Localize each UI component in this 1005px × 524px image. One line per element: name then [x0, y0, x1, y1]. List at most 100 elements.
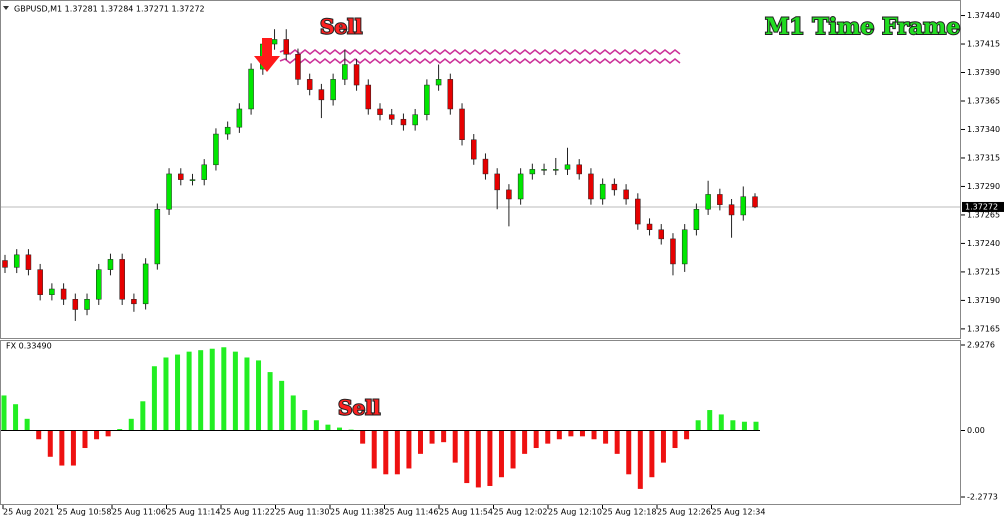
candle-body: [447, 79, 454, 110]
candle-body: [330, 79, 336, 101]
current-price-label: 1.37272: [965, 202, 998, 211]
y-tick-label: 1.37365: [967, 96, 1000, 105]
candle-body: [213, 133, 219, 166]
candle-body: [189, 179, 196, 181]
y-tick-label: 1.37265: [967, 210, 1000, 219]
histogram-bar: [649, 430, 655, 478]
candle-body: [740, 196, 747, 216]
candle-body: [482, 158, 489, 175]
histogram-bar: [718, 414, 724, 431]
histogram-bar: [660, 430, 666, 463]
y-tick-label: 1.37240: [967, 239, 1000, 248]
histogram-bar: [256, 360, 262, 431]
candle-body: [623, 189, 629, 200]
histogram-bar: [209, 348, 215, 431]
x-tick-label: 25 Aug 11:38: [330, 508, 384, 517]
histogram-bar: [198, 350, 204, 431]
histogram-bar: [1, 395, 7, 431]
sell-label: Sell: [338, 396, 381, 420]
histogram-bar: [406, 430, 412, 469]
histogram-bar: [452, 430, 458, 463]
histogram-bar: [394, 430, 400, 475]
histogram-bar: [105, 430, 111, 437]
candle-body: [588, 173, 594, 200]
candle-body: [166, 173, 172, 210]
histogram-bar: [417, 430, 423, 454]
histogram-bar: [614, 430, 620, 454]
candle-body: [658, 229, 664, 240]
candle-body: [717, 194, 723, 205]
histogram-bar: [117, 429, 123, 431]
zigzag-line: [279, 58, 681, 64]
y-tick-label: 1.37190: [967, 296, 1000, 305]
candle-body: [271, 39, 278, 45]
zigzag-line: [279, 49, 681, 55]
sell-label: Sell: [320, 15, 363, 39]
x-tick-label: 25 Aug 11:54: [439, 508, 493, 517]
candle-body: [576, 164, 582, 175]
histogram-bar: [128, 418, 134, 431]
histogram-bar: [175, 354, 181, 431]
histogram-bar: [13, 404, 19, 431]
candle-body: [107, 259, 114, 270]
histogram-bar: [383, 430, 389, 475]
histogram-bar: [82, 430, 88, 449]
histogram-bar: [429, 430, 435, 444]
candle-body: [424, 84, 430, 115]
x-tick-label: 25 Aug 12:10: [548, 508, 602, 517]
histogram-bar: [464, 430, 470, 484]
candle-body: [506, 189, 512, 200]
histogram-bar: [533, 430, 539, 449]
candle-body: [295, 54, 301, 80]
candle-body: [318, 89, 325, 101]
x-tick-label: 25 Aug 11:46: [385, 508, 439, 517]
candle-body: [306, 79, 313, 90]
histogram-bar: [591, 430, 597, 440]
candle-body: [154, 208, 161, 265]
candle-body: [693, 208, 700, 231]
histogram-bar: [232, 351, 238, 431]
candle-body: [96, 269, 102, 300]
histogram-bar: [475, 430, 481, 488]
indicator-title: FX 0.33490: [6, 342, 52, 351]
chart-header: GBPUSD,M1 1.37281 1.37284 1.37271 1.3727…: [14, 5, 205, 14]
histogram-bar: [70, 430, 76, 466]
histogram-bar: [695, 420, 701, 431]
histogram-bar: [522, 430, 528, 454]
histogram-bar: [313, 420, 319, 431]
x-tick-label: 25 Aug 10:58: [58, 508, 112, 517]
histogram-bar: [579, 430, 585, 437]
x-tick-label: 25 Aug 11:14: [167, 508, 221, 517]
candle-body: [400, 118, 407, 126]
histogram-bar: [267, 372, 273, 431]
histogram-bar: [24, 418, 30, 431]
histogram-bar: [741, 421, 747, 431]
histogram-bar: [568, 430, 574, 437]
y-tick-label: 1.37315: [967, 153, 1000, 162]
x-tick-label: 25 Aug 12:18: [603, 508, 657, 517]
candle-body: [599, 183, 606, 200]
histogram-bar: [730, 420, 736, 431]
histogram-bar: [510, 430, 516, 469]
histogram-bar: [498, 430, 504, 478]
candle-body: [37, 269, 43, 295]
candle-body: [388, 114, 395, 120]
histogram-bar: [140, 401, 146, 431]
candle-body: [365, 84, 372, 110]
histogram-bar: [59, 430, 65, 466]
histogram-bar: [163, 357, 169, 431]
candle-body: [224, 126, 231, 135]
candle-body: [459, 108, 465, 140]
y-tick-label: 1.37440: [967, 11, 1000, 20]
candle-body: [412, 114, 418, 126]
y-tick-label: -2.2773: [967, 493, 998, 502]
candle-body: [201, 164, 207, 180]
candle-body: [60, 288, 67, 300]
candle-body: [2, 260, 8, 268]
histogram-bar: [753, 421, 759, 431]
candle-body: [25, 254, 32, 270]
histogram-bar: [487, 430, 493, 486]
y-tick-label: 1.37340: [967, 125, 1000, 134]
main-panel: [0, 0, 961, 339]
